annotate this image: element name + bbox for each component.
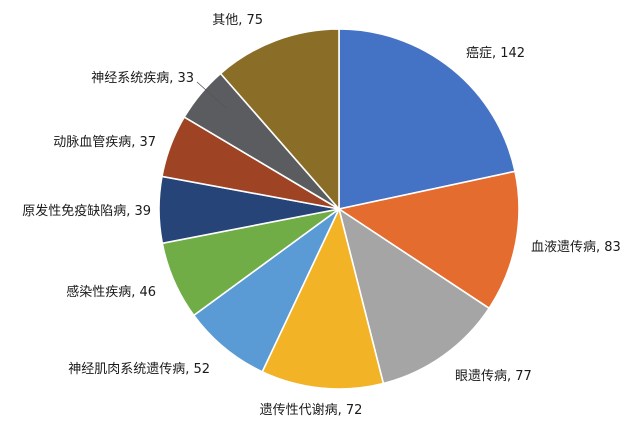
data-label-2: 血液遗传病, 83	[531, 240, 621, 255]
pie-slice-10	[219, 28, 340, 212]
data-label-9: 神经系统疾病, 33	[91, 71, 194, 86]
pie-slices	[158, 28, 520, 390]
data-label-3: 眼遗传病, 77	[455, 369, 532, 384]
pie-slice-1	[338, 28, 516, 210]
data-label-5: 神经肌肉系统遗传病, 52	[68, 362, 210, 377]
pie-slice-3	[337, 207, 491, 385]
pie-slice-2	[336, 170, 520, 310]
data-label-4: 遗传性代谢病, 72	[260, 402, 363, 418]
data-label-6: 感染性疾病, 46	[66, 284, 156, 300]
pie-slice-5	[192, 208, 340, 373]
data-label-10: 其他, 75	[212, 13, 263, 28]
data-label-7: 原发性免疫缺陷病, 39	[22, 203, 151, 219]
leader-line-9	[196, 81, 227, 109]
pie-slice-4	[261, 206, 385, 390]
data-label-1: 癌症, 142	[466, 45, 525, 61]
data-label-8: 动脉血管疾病, 37	[53, 135, 156, 150]
label-leader-lines	[196, 81, 227, 109]
data-labels: 癌症, 142 血液遗传病, 83 眼遗传病, 77 遗传性代谢病, 72 神经肌肉系统…	[22, 13, 621, 418]
